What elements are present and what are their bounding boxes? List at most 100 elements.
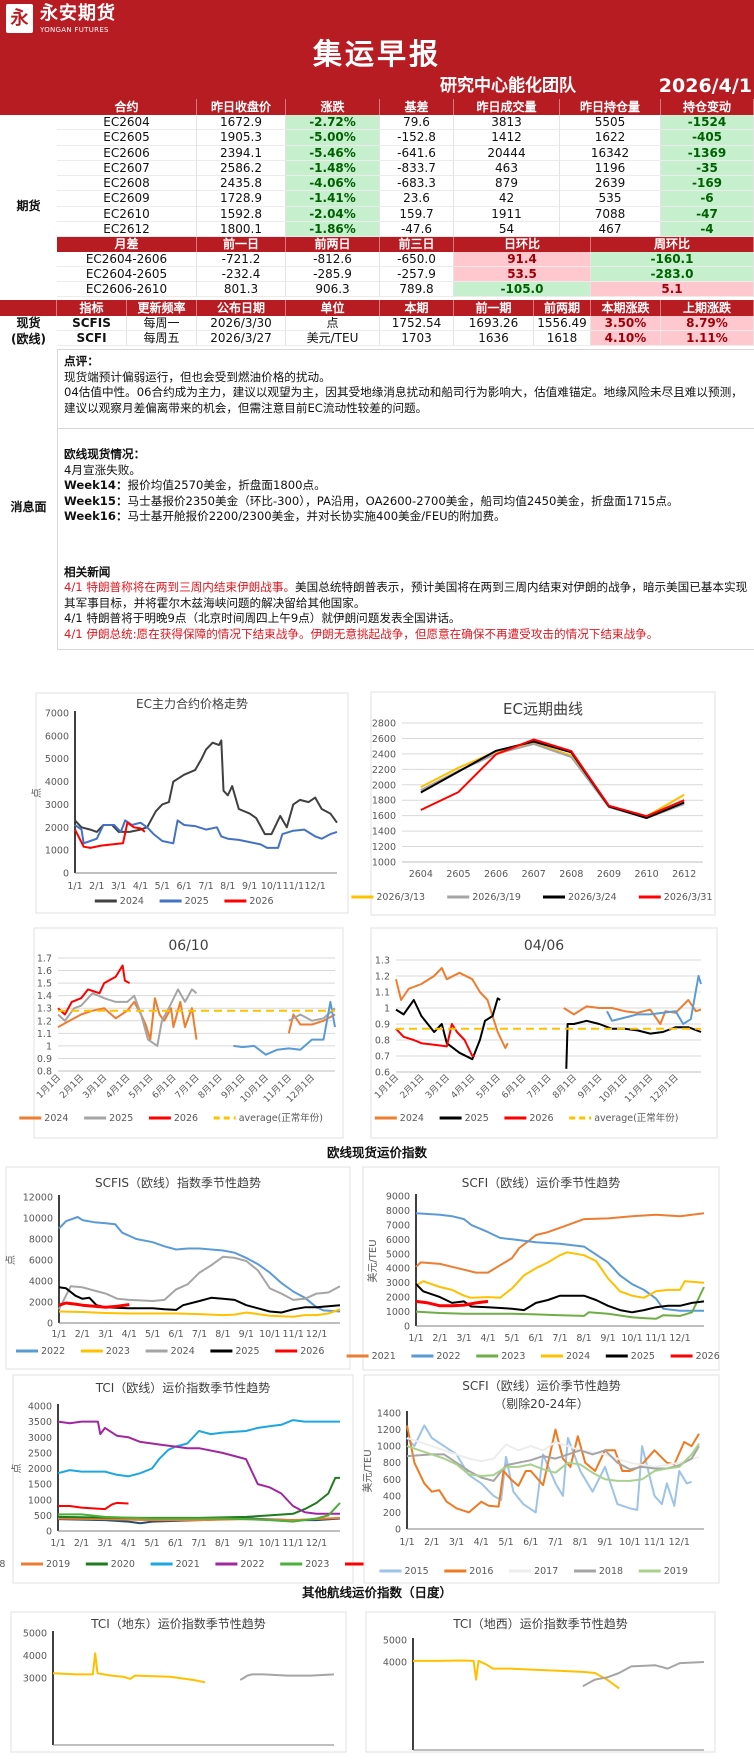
y-tick-label: 1000	[28, 1495, 52, 1506]
y-tick-label: 3000	[28, 1433, 52, 1444]
y-tick-label: 0	[395, 1525, 401, 1536]
series-line	[239, 1673, 335, 1681]
y-tick-label: 0	[47, 1319, 53, 1330]
legend-item: 2025	[605, 1351, 655, 1362]
futures-cell: EC2604	[57, 115, 197, 131]
spot-cell: 美元/TEU	[286, 331, 380, 346]
y-tick-label: 2500	[28, 1448, 52, 1459]
x-tick-label: 6/1	[177, 881, 192, 892]
x-tick-label: 11/1	[645, 1333, 666, 1344]
legend-item: average(正常年份)	[569, 1112, 679, 1124]
logo-subtext: YONGAN FUTURES	[40, 26, 109, 34]
x-tick-label: 8/1	[215, 1329, 230, 1340]
spot-line-text: 马士基开舱报价2200/2300美金，并对长协实施400美金/FEU的附加费。	[127, 509, 506, 523]
x-tick-label: 11/1	[282, 1329, 303, 1340]
series-line-2026	[74, 821, 146, 849]
futures-cell: -5.00%	[286, 130, 380, 146]
x-tick-label: 9/1	[242, 881, 257, 892]
y-tick-label: 8000	[386, 1206, 410, 1217]
legend-label: 2023	[106, 1346, 130, 1357]
legend-label: average(正常年份)	[239, 1112, 323, 1124]
futures-cell: 1728.9	[197, 191, 286, 207]
legend-item: 2022	[16, 1346, 65, 1357]
futures-column-header: 昨日成交量	[454, 99, 560, 115]
series-line-2021	[57, 1419, 340, 1478]
week-label: Week16：	[64, 509, 128, 523]
spot-cell: 1556.49	[534, 316, 591, 331]
chart-title: EC主力合约价格走势	[136, 696, 248, 711]
y-tick-label: 1600	[372, 811, 396, 822]
series-line-2019	[406, 1443, 700, 1482]
spot-column-header: 更新频率	[127, 300, 197, 316]
futures-cell: -4	[661, 221, 754, 237]
legend-label: 2026/3/31	[664, 892, 713, 903]
futures-cell: 79.6	[380, 115, 454, 131]
series-line-2026	[57, 964, 131, 1016]
chart-title: TCI（地西）运价指数季节性趋势	[452, 1616, 628, 1631]
series-line-2026/3/24	[420, 740, 685, 819]
x-tick-label: 2/1	[74, 1538, 89, 1549]
legend-item: 2021	[150, 1559, 200, 1570]
series-line-2025	[415, 1283, 705, 1314]
spot-heading: 欧线现货情况：	[64, 447, 146, 461]
x-tick-label: 4/1	[121, 1538, 136, 1549]
x-tick-label: 6/1	[168, 1538, 183, 1549]
y-axis-label: 美元/TEU	[366, 1239, 379, 1282]
y-tick-label: 200	[383, 1508, 401, 1519]
y-tick-label: 4000	[23, 1651, 47, 1662]
legend-item: 2026/3/31	[638, 892, 713, 903]
legend-item: 2024	[19, 1113, 68, 1124]
spot-cell: 1.11%	[661, 331, 754, 346]
chart-title: SCFIS（欧线）指数季节性趋势	[95, 1175, 261, 1190]
legend-item: 2023	[476, 1351, 525, 1362]
futures-cell: 1196	[560, 160, 661, 176]
y-tick-label: 1	[46, 1041, 52, 1052]
x-tick-label: 12/1	[669, 1537, 690, 1548]
commentary-line: 04估值中性。06合约成为主力，建议以观望为主，因其受地缘消息扰动和船司行为影响…	[64, 385, 743, 415]
x-tick-label: 8/1	[215, 1538, 230, 1549]
y-tick-label: 0.8	[375, 1036, 390, 1047]
commentary-box: 点评： 现货端预计偏弱运行，但也会受到燃油价格的扰动。 04估值中性。06合约成…	[57, 349, 754, 429]
x-tick-label: 5/1	[145, 1329, 160, 1340]
x-tick-label: 2612	[672, 869, 696, 880]
legend-label: 2026/3/24	[568, 892, 617, 903]
series-line	[413, 1659, 620, 1690]
futures-cell: 3813	[454, 115, 560, 131]
scfi-chart: SCFI（欧线）运价季节性趋势 0 1000 2000 3000 4000 5000 6000…	[346, 1166, 720, 1371]
futures-cell: -47.6	[380, 221, 454, 237]
x-tick-label: 2607	[522, 869, 546, 880]
y-tick-label: 2800	[372, 719, 396, 730]
spot-line-text: 报价均值2570美金，折盘面1800点。	[127, 478, 326, 492]
spread-column-header: 前一日	[197, 237, 286, 252]
y-tick-label: 1.2	[375, 972, 390, 983]
y-tick-label: 3000	[386, 1278, 410, 1289]
spread-cell: -257.9	[380, 267, 454, 282]
x-tick-label: 7/1	[192, 1329, 207, 1340]
y-tick-label: 6000	[386, 1235, 410, 1246]
legend-label: 2018	[599, 1566, 623, 1577]
series-line-2022	[57, 1420, 340, 1515]
team-name: 研究中心能化团队	[440, 76, 576, 96]
y-tick-label: 2200	[372, 765, 396, 776]
legend-item: 2026/3/24	[543, 892, 617, 903]
y-tick-label: 7000	[386, 1220, 410, 1231]
x-tick-label: 7/1	[191, 1538, 206, 1549]
spread-column-header: 前三日	[380, 237, 454, 252]
legend-item: 2018	[0, 1559, 5, 1570]
legend-label: 2024	[120, 896, 144, 907]
spot-section-label: 现货	[16, 316, 41, 330]
y-tick-label: 0.9	[37, 1054, 52, 1065]
spot-column-header: 前一期	[454, 300, 534, 316]
spread-column-header: 前两日	[286, 237, 380, 252]
legend-item: 2019	[638, 1566, 688, 1577]
spread-cell: -283.0	[591, 267, 754, 282]
x-tick-label: 12/1	[304, 881, 325, 892]
x-tick-label: 2609	[597, 869, 621, 880]
spread-0406-chart: 04/060.60.70.80.911.11.21.31月1日2月1日3月1日4…	[370, 927, 718, 1139]
legend-item: 2026	[148, 1113, 198, 1124]
futures-cell: 467	[560, 221, 661, 237]
legend-item: 2023	[280, 1559, 329, 1570]
series-line-2023	[58, 1308, 341, 1318]
futures-column-header: 基差	[380, 99, 454, 115]
spot-cell: 1752.54	[380, 316, 454, 331]
